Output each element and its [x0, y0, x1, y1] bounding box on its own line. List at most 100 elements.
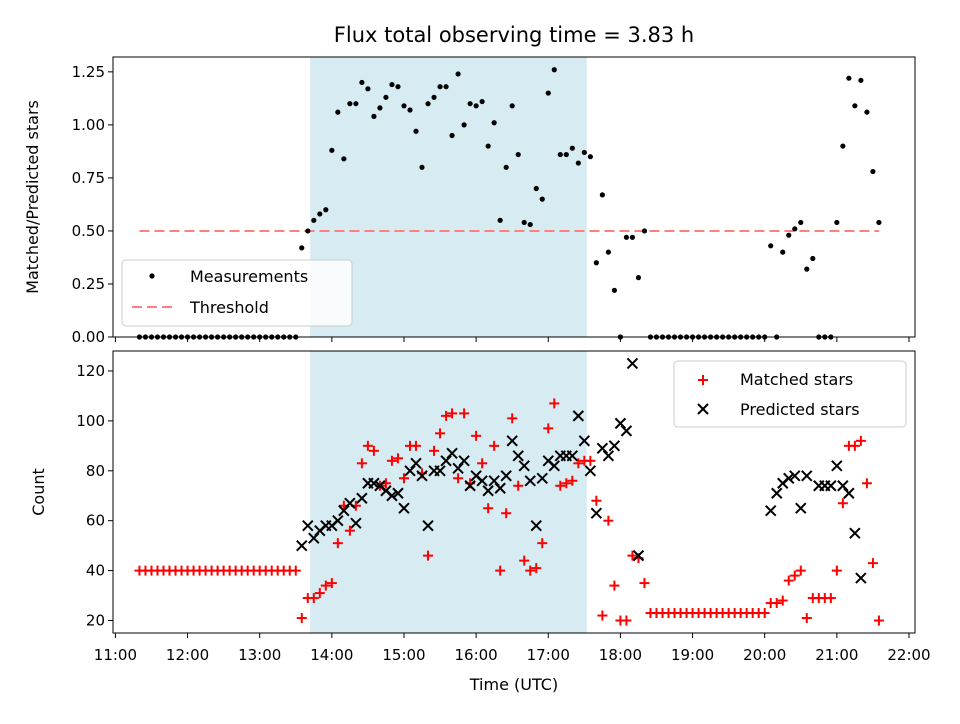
measurement-point: [635, 275, 642, 281]
predicted-point: [837, 480, 849, 492]
legend-label-measurements: Measurements: [190, 267, 308, 286]
matched-point: [825, 593, 836, 604]
measurement-point: [575, 160, 581, 166]
matched-point: [507, 413, 518, 424]
y-tick-label: 0.00: [72, 328, 105, 346]
matched-point: [447, 408, 458, 419]
predicted-point: [452, 462, 464, 474]
predicted-point: [632, 549, 645, 562]
predicted-point: [356, 492, 368, 504]
matched-point: [423, 550, 434, 561]
x-tick-label: 18:00: [599, 646, 642, 664]
matched-point: [356, 458, 367, 469]
legend-label-matched: Matched stars: [740, 370, 853, 389]
measurement-point: [623, 234, 630, 240]
predicted-point: [783, 472, 795, 484]
predicted-point: [825, 480, 837, 492]
measurement-point: [485, 143, 491, 149]
matched-point: [801, 613, 812, 624]
measurement-point: [359, 79, 365, 86]
measurement-point: [401, 103, 407, 109]
measurement-point: [521, 219, 527, 226]
matched-point: [411, 440, 422, 451]
measurement-point: [527, 221, 533, 228]
matched-point: [789, 570, 800, 581]
predicted-point: [765, 505, 777, 517]
measurement-point: [780, 249, 786, 255]
matched-point: [537, 538, 548, 549]
measurement-point: [798, 219, 804, 226]
matched-point: [609, 580, 620, 591]
matched-point: [591, 495, 602, 506]
measurement-point: [587, 154, 593, 160]
measurement-point: [605, 249, 611, 255]
matched-point: [543, 423, 554, 434]
ratio-panel: 0.00 0.25 0.50 0.75 1.00 1.25 Matched/Predicte…: [23, 56, 916, 346]
predicted-point: [795, 502, 807, 514]
predicted-point: [536, 472, 548, 484]
legend: Measurements Threshold: [121, 259, 353, 327]
matched-point: [320, 580, 331, 591]
predicted-point: [512, 450, 524, 462]
legend-label-predicted: Predicted stars: [740, 400, 860, 419]
matched-point: [332, 538, 343, 549]
predicted-point: [843, 487, 855, 499]
predicted-point: [434, 465, 446, 477]
predicted-point: [404, 465, 416, 477]
x-tick-label: 15:00: [382, 646, 425, 664]
predicted-point: [464, 480, 476, 492]
predicted-point: [500, 470, 512, 482]
matched-point: [368, 445, 379, 456]
y-axis-label: Count: [29, 468, 48, 516]
predicted-point: [458, 455, 470, 467]
predicted-point: [608, 440, 621, 452]
predicted-point: [488, 475, 500, 487]
measurement-point: [551, 67, 557, 73]
measurement-point: [431, 94, 437, 100]
measurement-point: [545, 90, 551, 96]
measurement-point: [455, 71, 461, 77]
predicted-point: [590, 507, 603, 519]
measurement-point: [479, 98, 485, 105]
measurement-point: [413, 128, 419, 134]
measurement-point: [473, 103, 479, 109]
matched-point: [344, 525, 355, 536]
predicted-point: [855, 572, 867, 584]
x-tick-label: 14:00: [310, 646, 353, 664]
measurement-point: [365, 86, 371, 92]
measurement-point: [852, 103, 858, 109]
measurement-point: [864, 109, 870, 115]
measurement-point: [593, 260, 599, 266]
measurement-point: [629, 234, 636, 240]
matched-point: [759, 608, 770, 619]
predicted-point: [446, 447, 458, 460]
predicted-point: [302, 519, 314, 532]
predicted-point: [614, 417, 627, 430]
legend-label-threshold: Threshold: [189, 298, 269, 317]
matched-point: [326, 578, 337, 589]
measurement-point: [437, 84, 443, 90]
measurement-point: [371, 113, 377, 119]
matched-point: [531, 563, 542, 574]
y-tick-label: 40: [86, 562, 105, 580]
x-tick-label: 19:00: [671, 646, 714, 664]
matched-point: [771, 598, 782, 609]
matched-point: [398, 473, 409, 484]
x-tick-label: 17:00: [527, 646, 570, 664]
x-tick-label: 11:00: [94, 646, 137, 664]
matched-point: [639, 578, 650, 589]
matched-point: [621, 615, 632, 626]
predicted-point: [440, 455, 452, 467]
measurement-point: [389, 81, 395, 88]
predicted-point: [801, 470, 813, 482]
predicted-point: [350, 517, 362, 529]
matched-point: [603, 515, 614, 526]
measurement-point: [515, 151, 521, 158]
measurement-point: [305, 228, 311, 234]
predicted-point: [530, 519, 542, 532]
matched-point: [471, 430, 482, 441]
legend-marker-measurements: [149, 273, 155, 279]
predicted-point: [398, 502, 410, 514]
matched-point: [777, 595, 788, 606]
